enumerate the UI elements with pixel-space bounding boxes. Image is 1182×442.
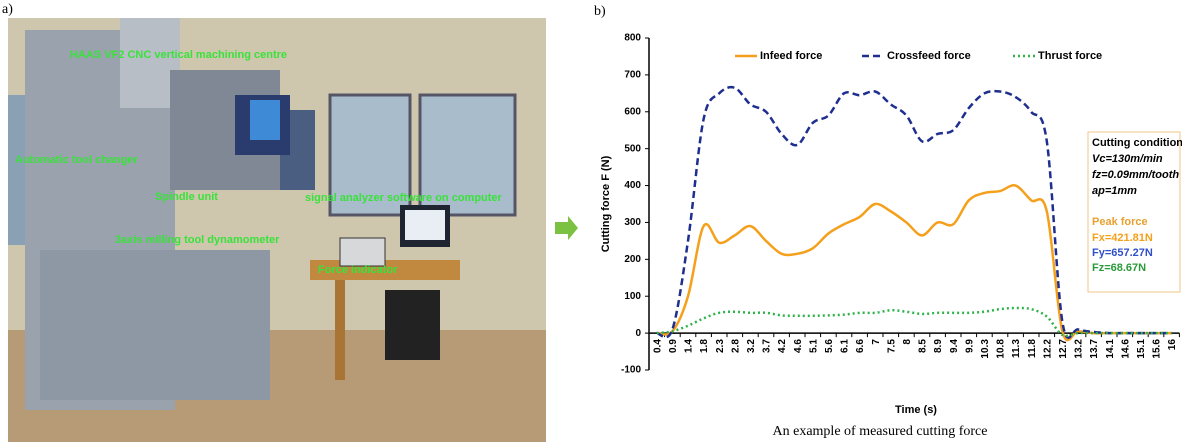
x-tick-label: 15.6 (1152, 339, 1163, 359)
y-tick-label: 800 (624, 33, 641, 44)
x-tick-label: 13.7 (1089, 339, 1100, 359)
photo-annotation: signal analyzer software on computer (305, 192, 503, 204)
x-tick-label: 15.1 (1136, 339, 1147, 359)
peak-title: Peak force (1092, 216, 1148, 228)
y-axis-label: Cutting force F (N) (600, 155, 612, 252)
y-tick-label: 100 (624, 291, 641, 302)
x-tick-label: 11.3 (1011, 339, 1022, 358)
series-line (656, 85, 1172, 339)
x-tick-label: 8.5 (918, 339, 929, 353)
x-tick-label: 10.8 (996, 339, 1007, 359)
x-tick-label: 8 (902, 339, 913, 345)
x-tick-label: 16 (1167, 339, 1178, 351)
photo-annotation: Force indicator (318, 264, 398, 276)
y-tick-label: 400 (624, 180, 641, 191)
legend-label: Crossfeed force (887, 50, 971, 62)
peak-value: Fz=68.67N (1092, 262, 1146, 274)
x-tick-label: 8.9 (933, 339, 944, 353)
arrow (555, 216, 578, 240)
x-tick-label: 3.7 (762, 339, 773, 353)
x-axis-label: Time (s) (895, 404, 937, 416)
x-tick-label: 7.5 (886, 339, 897, 353)
photo (8, 18, 546, 442)
peak-value: Fy=657.27N (1092, 247, 1153, 259)
x-tick-label: 3.2 (746, 339, 757, 353)
panel-label: a) (2, 2, 13, 17)
condition-line: fz=0.09mm/tooth (1092, 169, 1179, 181)
peak-value: Fx=421.81N (1092, 232, 1153, 244)
x-tick-label: 14.1 (1105, 339, 1116, 359)
x-tick-label: 5.6 (824, 339, 835, 353)
x-tick-label: 4.2 (777, 339, 788, 353)
x-tick-label: 9.9 (964, 339, 975, 353)
x-tick-label: 2.3 (715, 339, 726, 353)
x-tick-label: 11.8 (1027, 339, 1038, 358)
legend-label: Thrust force (1038, 50, 1102, 62)
x-tick-label: 14.6 (1120, 339, 1131, 359)
condition-title: Cutting condition (1092, 137, 1182, 149)
x-tick-label: 1.4 (684, 339, 695, 353)
y-tick-label: 700 (624, 70, 641, 81)
x-tick-label: 7 (871, 339, 882, 345)
y-tick-label: 500 (624, 143, 641, 154)
y-tick-label: 200 (624, 254, 641, 265)
x-tick-label: 5.1 (808, 339, 819, 353)
legend-label: Infeed force (760, 50, 822, 62)
x-tick-label: 0.9 (668, 339, 679, 353)
condition-line: Vc=130m/min (1092, 153, 1163, 165)
x-tick-label: 6.1 (840, 339, 851, 353)
caption: An example of measured cutting force (773, 424, 988, 439)
photo-annotation: Spindle unit (155, 191, 218, 203)
x-tick-label: 12.7 (1058, 339, 1069, 359)
x-tick-label: 6.6 (855, 339, 866, 353)
panel-label: b) (594, 4, 606, 19)
x-tick-label: 4.6 (793, 339, 804, 353)
x-tick-label: 13.2 (1074, 339, 1085, 359)
x-tick-label: 10.3 (980, 339, 991, 359)
photo-annotation: HAAS VF2 CNC vertical machining centre (70, 49, 287, 61)
x-tick-label: 0.4 (652, 339, 663, 353)
x-tick-label: 9.4 (949, 339, 960, 353)
photo-annotation: 3axis milling tool dynamometer (115, 234, 280, 246)
x-tick-label: 2.8 (730, 339, 741, 353)
condition-box (1087, 131, 1181, 293)
series-line (656, 306, 1172, 338)
photo-annotation: Automatic tool changer (15, 154, 139, 166)
x-tick-label: 12.2 (1042, 339, 1053, 359)
y-tick-label: 600 (624, 106, 641, 117)
condition-line: ap=1mm (1092, 185, 1137, 197)
x-tick-label: 1.8 (699, 339, 710, 353)
y-tick-label: -100 (621, 365, 641, 376)
y-tick-label: 0 (635, 328, 641, 339)
y-tick-label: 300 (624, 217, 641, 228)
